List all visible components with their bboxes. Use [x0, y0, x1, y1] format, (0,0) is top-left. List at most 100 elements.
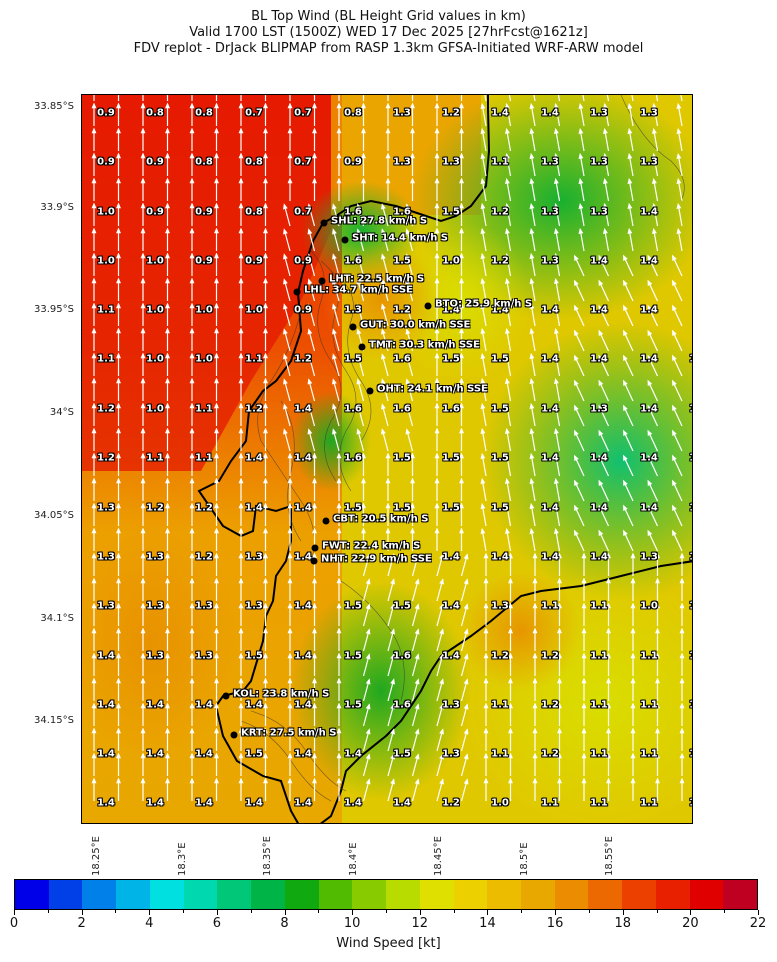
station-marker-kol[interactable] [222, 692, 230, 700]
station-marker-cbt[interactable] [322, 517, 330, 525]
wind-arrow-head [263, 502, 268, 509]
wind-arrow-head [606, 752, 611, 759]
wind-arrow-head [405, 303, 411, 310]
grid-value: 1.4 [541, 353, 559, 365]
grid-value: 1.4 [97, 650, 115, 662]
wind-arrow-head [356, 353, 362, 360]
wind-arrow-head [529, 352, 535, 359]
wind-arrow-head [287, 652, 293, 659]
wind-arrow-head [480, 527, 486, 534]
wind-arrow-head [140, 427, 146, 434]
station-marker-gut[interactable] [349, 323, 357, 331]
wind-arrow-head [283, 428, 288, 435]
wind-arrow-head [434, 527, 440, 534]
wind-arrow-head [574, 529, 579, 536]
wind-arrow-head [214, 552, 219, 559]
colorbar-segment [251, 880, 285, 909]
wind-arrow-head [480, 377, 486, 384]
grid-value: 1.6 [393, 206, 411, 218]
wind-arrow-head [356, 403, 362, 410]
wind-arrow-head [165, 577, 170, 584]
wind-arrow-head [307, 278, 313, 285]
grid-value: 1.0 [195, 353, 213, 365]
wind-arrow-head [390, 778, 395, 785]
wind-arrow-head [165, 227, 170, 234]
wind-arrow-head [91, 402, 97, 409]
grid-value: 1.2 [195, 502, 213, 514]
wind-arrow-head [434, 402, 440, 409]
station-marker-oht[interactable] [366, 387, 374, 395]
wind-arrow-head [238, 752, 244, 759]
station-marker-lhl[interactable] [293, 288, 301, 296]
map-plot-area[interactable]: 0.9 0.8 0.8 0.7 0.7 0.8 1.3 1.2 1.4 1.4 1.3 1.3 0.9 0… [81, 94, 693, 824]
wind-arrow-head [263, 702, 268, 709]
wind-arrow-head [606, 627, 611, 634]
grid-value: 1.4 [442, 551, 460, 563]
wind-arrow-head [238, 477, 244, 484]
wind-arrow-head [140, 552, 146, 559]
wind-arrow-head [647, 479, 653, 486]
wind-arrow-head [91, 552, 97, 559]
station-marker-bto[interactable] [424, 302, 432, 310]
wind-arrow-head [480, 427, 486, 434]
wind-arrow-head [116, 277, 121, 284]
wind-arrow-head [504, 252, 510, 259]
wind-arrow-head [116, 377, 121, 384]
wind-arrow-head [480, 227, 486, 234]
wind-arrow-head [385, 102, 391, 109]
wind-arrow-head [557, 727, 562, 734]
wind-arrow-head [214, 577, 219, 584]
wind-arrow-head [651, 152, 657, 159]
wind-arrow-head [140, 777, 146, 784]
wind-arrow-head [189, 377, 195, 384]
wind-arrow-head [574, 404, 579, 411]
station-marker-shl[interactable] [320, 219, 328, 227]
wind-arrow-head [312, 702, 317, 709]
grid-value: 1.3 [393, 156, 411, 168]
wind-arrow-head [116, 202, 121, 209]
station-marker-tmt[interactable] [358, 343, 366, 351]
wind-arrow-head [630, 577, 636, 584]
wind-arrow-head [356, 328, 362, 335]
wind-arrow-head [463, 578, 469, 585]
wind-arrow-head [165, 102, 170, 109]
wind-arrow-head [504, 177, 510, 184]
station-marker-sht[interactable] [341, 236, 349, 244]
wind-arrow-head [91, 427, 97, 434]
wind-arrow-head [189, 527, 195, 534]
wind-arrow-head [361, 102, 366, 109]
grid-value: 1.1 [195, 403, 213, 415]
grid-value: 1.4 [97, 748, 115, 760]
grid-value: 1.5 [491, 502, 509, 514]
wind-arrow-head [655, 677, 660, 684]
wind-arrow-head [238, 427, 244, 434]
wind-arrow-head [214, 527, 219, 534]
wind-arrow-head [381, 378, 386, 385]
wind-arrow-head [365, 553, 371, 560]
wind-arrow-head [287, 602, 293, 609]
wind-arrow-head [214, 402, 219, 409]
wind-arrow-head [405, 428, 411, 435]
wind-arrow-head [504, 102, 510, 109]
wind-arrow-head [557, 602, 562, 609]
wind-arrow-head [91, 627, 97, 634]
wind-arrow-head [283, 328, 288, 335]
grid-value: 1.5 [245, 748, 263, 760]
wind-arrow-head [312, 127, 317, 134]
station-marker-krt[interactable] [230, 731, 238, 739]
wind-arrow-head [307, 328, 313, 335]
station-marker-nht[interactable] [310, 557, 318, 565]
wind-arrow-head [598, 454, 604, 461]
station-marker-lht[interactable] [318, 277, 326, 285]
wind-arrow-head [459, 152, 464, 159]
wind-arrow-head [116, 427, 121, 434]
grid-value: 1.1 [640, 650, 658, 662]
station-marker-fwt[interactable] [311, 544, 319, 552]
colorbar-tick [47, 910, 49, 913]
wind-arrow-head [263, 427, 268, 434]
wind-arrow-head [140, 402, 146, 409]
grid-value: 1.3 [442, 699, 460, 711]
wind-arrow-head [647, 354, 653, 361]
wind-arrow-head [434, 427, 440, 434]
wind-arrow-head [189, 677, 195, 684]
